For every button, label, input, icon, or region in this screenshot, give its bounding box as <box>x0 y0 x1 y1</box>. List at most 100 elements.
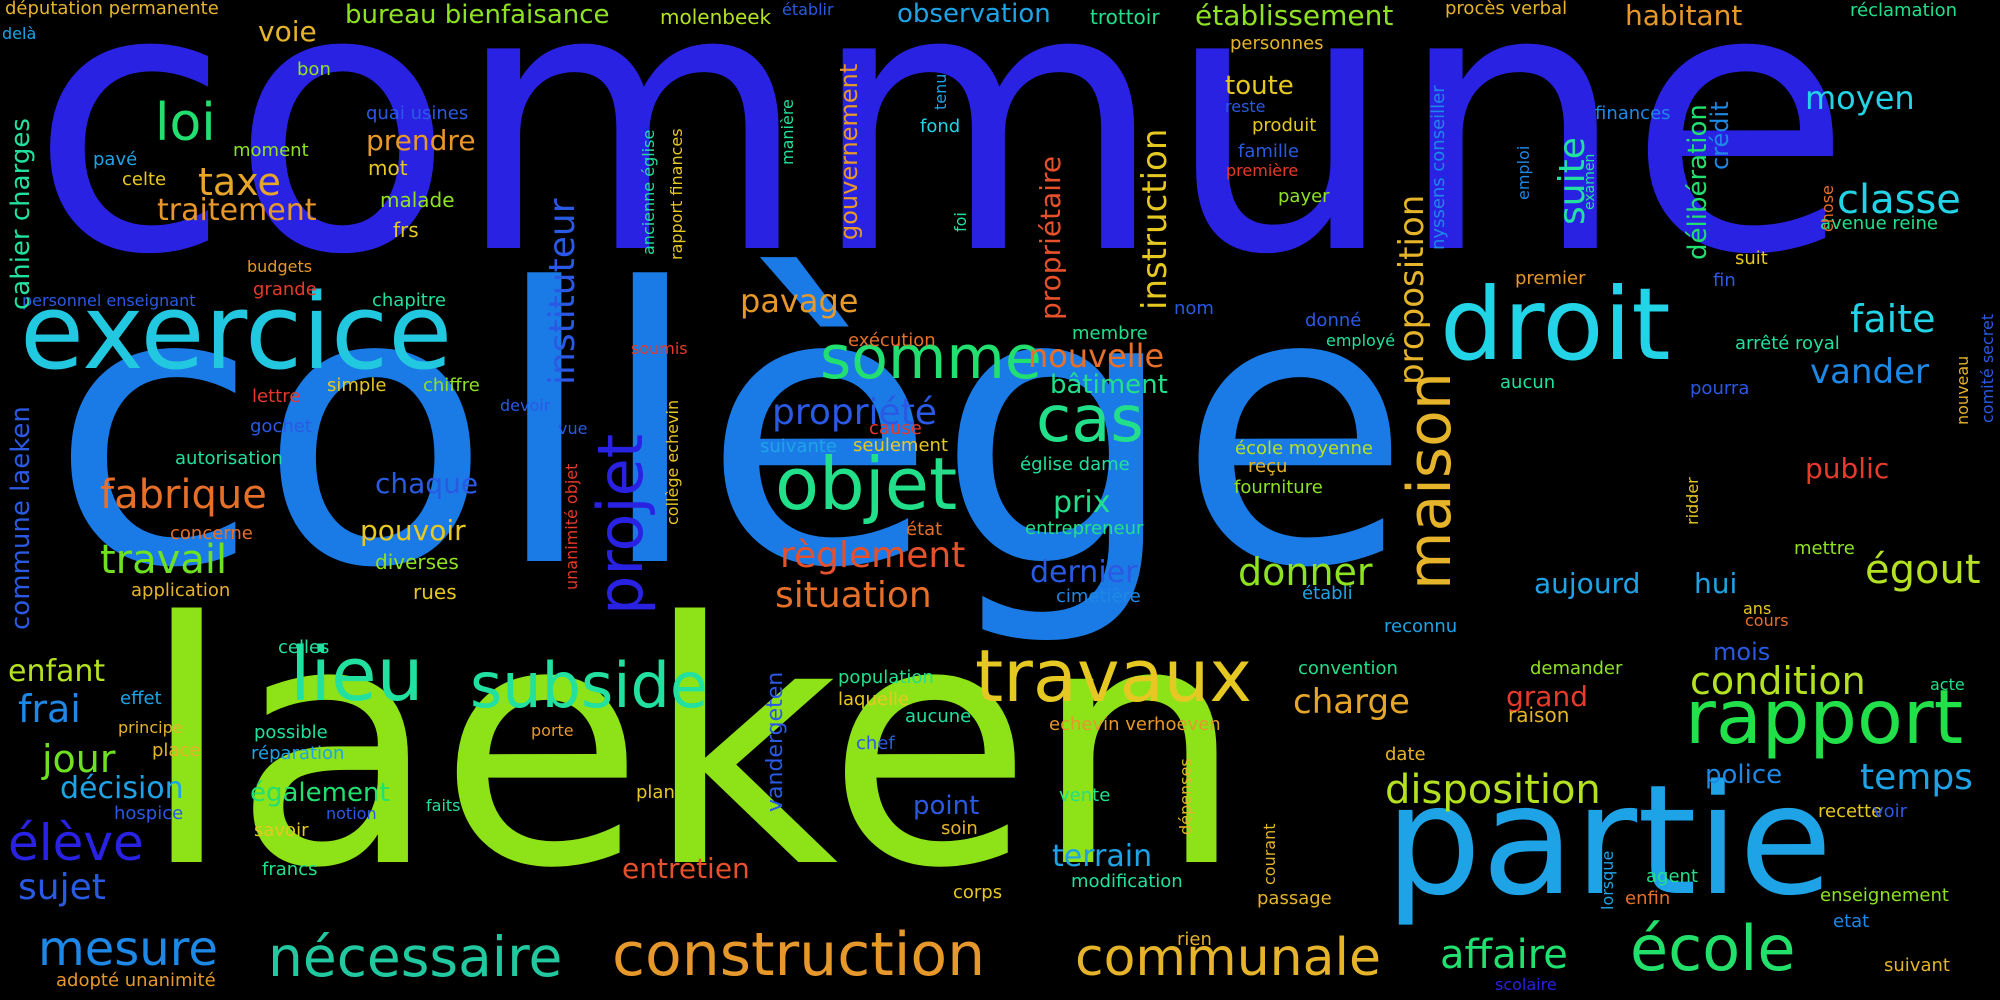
word-temps: temps <box>1860 757 1973 798</box>
word-voir: voir <box>1873 801 1908 822</box>
word-affaire: affaire <box>1440 932 1568 978</box>
word-chiffre: chiffre <box>423 375 480 396</box>
word-aucune: aucune <box>905 706 972 727</box>
word-devoir: devoir <box>500 396 551 415</box>
word-suivante: suivante <box>760 436 838 457</box>
word-savoir: savoir <box>254 820 309 841</box>
word-place: place <box>152 740 201 761</box>
word-nouvelle: nouvelle <box>1028 337 1165 375</box>
word-suivant: suivant <box>1884 955 1950 976</box>
word-traitement: traitement <box>157 193 317 228</box>
word-celles: celles <box>278 637 330 658</box>
word-chef: chef <box>856 733 895 754</box>
word-egout: égout <box>1865 547 1981 593</box>
word-unanimite-objet: unanimité objet <box>562 463 581 590</box>
word-construction: construction <box>612 920 986 990</box>
word-ecole: école <box>1630 912 1796 985</box>
word-examen: examen <box>1582 153 1598 210</box>
word-dela: delà <box>2 24 37 43</box>
word-reconnu: reconnu <box>1384 616 1458 637</box>
word-porte: porte <box>531 721 574 740</box>
word-cause: cause <box>869 418 922 439</box>
word-disposition: disposition <box>1385 767 1601 813</box>
word-donne: donné <box>1305 310 1362 331</box>
word-recu: reçu <box>1248 456 1288 477</box>
word-toute: toute <box>1225 71 1294 101</box>
word-proprietaire: propriétaire <box>1034 155 1067 320</box>
word-nyssens-conseiller: nyssens conseiller <box>1428 85 1449 250</box>
word-personnel-enseignant: personnel enseignant <box>22 291 196 310</box>
word-agent: agent <box>1646 866 1698 887</box>
word-terrain: terrain <box>1052 839 1153 874</box>
word-tenu: tenu <box>931 73 950 110</box>
word-cahier-charges: cahier charges <box>6 118 36 310</box>
word-ans: ans <box>1743 599 1772 618</box>
word-ecole-moyenne: école moyenne <box>1235 438 1373 459</box>
word-eleve: élève <box>8 814 144 872</box>
word-public: public <box>1805 452 1890 485</box>
word-rues: rues <box>413 580 457 604</box>
word-chapitre: chapitre <box>372 290 446 311</box>
word-loi: loi <box>155 93 216 153</box>
word-hui: hui <box>1694 567 1738 600</box>
word-etat: état <box>906 519 943 540</box>
word-bon: bon <box>297 59 331 80</box>
word-charge: charge <box>1293 682 1410 722</box>
word-lettre: lettre <box>252 386 301 407</box>
word-vander: vander <box>1810 352 1929 392</box>
word-suit: suit <box>1735 248 1768 269</box>
word-echevin-verhoeven: echevin verhoeven <box>1049 714 1221 735</box>
word-premier: premier <box>1515 268 1586 289</box>
word-application: application <box>131 580 231 601</box>
word-grande: grande <box>253 279 317 300</box>
word-mesure: mesure <box>38 921 218 977</box>
word-reglement: règlement <box>780 535 966 576</box>
word-credit: crédit <box>1706 101 1734 170</box>
word-etablir: établir <box>782 0 834 19</box>
word-personnes: personnes <box>1230 33 1324 54</box>
word-reste: reste <box>1225 97 1266 116</box>
word-laquelle: laquelle <box>838 689 910 710</box>
word-fin: fin <box>1713 270 1736 291</box>
word-soin: soin <box>941 818 978 839</box>
word-voie: voie <box>258 15 317 48</box>
word-rien: rien <box>1177 929 1212 950</box>
word-prendre: prendre <box>366 124 476 157</box>
word-lorsque: lorsque <box>1598 850 1617 910</box>
word-instruction: instruction <box>1135 128 1175 310</box>
word-faite: faite <box>1850 297 1936 341</box>
word-acte: acte <box>1930 675 1965 694</box>
word-pave: pavé <box>93 149 138 170</box>
word-proces-verbal: procès verbal <box>1445 0 1568 19</box>
word-scolaire: scolaire <box>1495 975 1557 994</box>
word-rapport: rapport <box>1685 673 1964 761</box>
word-necessaire: nécessaire <box>268 925 563 989</box>
word-batiment: bâtiment <box>1050 370 1168 400</box>
word-vente: vente <box>1059 785 1111 806</box>
word-recette: recette <box>1818 801 1883 822</box>
word-reclamation: réclamation <box>1850 0 1958 21</box>
word-sujet: sujet <box>18 867 106 908</box>
word-adopte-unanimite: adopté unanimité <box>56 970 216 991</box>
word-instituteur: instituteur <box>542 198 583 385</box>
word-mois: mois <box>1713 638 1771 666</box>
word-reparation: réparation <box>251 743 345 764</box>
word-somme: somme <box>820 323 1042 393</box>
word-membre: membre <box>1072 323 1148 344</box>
word-soumis: soumis <box>631 339 688 358</box>
word-decision: décision <box>60 771 184 806</box>
word-fond: fond <box>920 116 961 137</box>
word-grand: grand <box>1506 680 1588 713</box>
word-exercice: exercice <box>20 271 453 393</box>
word-cimetiere: cimetière <box>1056 586 1141 607</box>
word-possible: possible <box>254 722 328 743</box>
word-malade: malade <box>380 188 455 212</box>
word-propriete: propriété <box>772 392 937 433</box>
word-plan: plan <box>636 782 675 803</box>
word-simple: simple <box>327 375 387 396</box>
word-commune: commune <box>30 0 1853 335</box>
word-enseignement: enseignement <box>1820 885 1949 906</box>
word-bureau-bienfaisance: bureau bienfaisance <box>345 0 610 30</box>
word-communale: communale <box>1075 928 1381 988</box>
word-deputation-permanente: députation permanente <box>5 0 219 19</box>
